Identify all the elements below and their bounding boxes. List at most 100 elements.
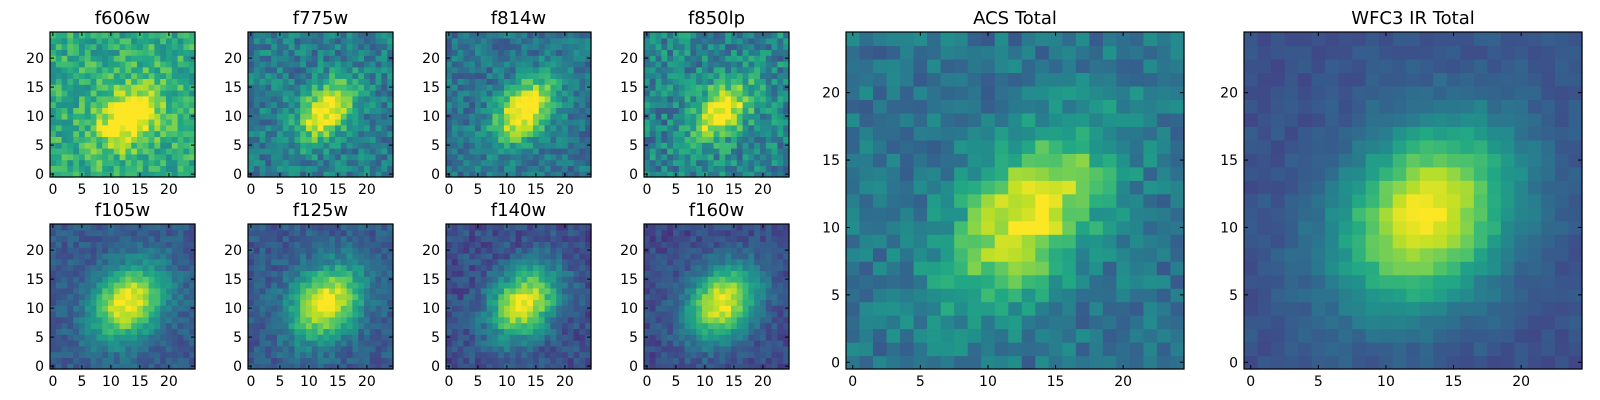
heatmap-cell: [166, 55, 173, 62]
heatmap-cell: [725, 159, 732, 166]
heatmap-cell: [457, 32, 464, 39]
heatmap-cell: [475, 130, 482, 137]
heatmap-cell: [521, 351, 528, 358]
heatmap-cell: [119, 264, 126, 271]
heatmap-cell: [556, 136, 563, 143]
heatmap-cell: [765, 32, 773, 39]
heatmap-cell: [754, 159, 761, 166]
heatmap-cell: [538, 247, 546, 254]
heatmap-cell: [67, 124, 74, 132]
heatmap-cell: [73, 287, 80, 295]
heatmap-cell: [271, 311, 278, 318]
heatmap-cell: [346, 247, 353, 254]
heatmap-cell: [148, 293, 155, 300]
heatmap-cell: [160, 72, 167, 79]
heatmap-cell: [667, 345, 674, 353]
heatmap-cell: [573, 316, 580, 324]
heatmap-cell: [177, 316, 184, 324]
heatmap-cell: [661, 136, 668, 143]
heatmap-cell: [667, 124, 674, 132]
heatmap-cell: [783, 119, 790, 126]
heatmap-cell: [463, 90, 470, 97]
heatmap-cell: [102, 316, 109, 324]
heatmap-cell: [387, 224, 394, 231]
heatmap-cell: [765, 95, 773, 103]
heatmap-cell: [446, 293, 453, 300]
heatmap-cell: [509, 72, 517, 79]
heatmap-cell: [457, 72, 464, 79]
heatmap-cell: [544, 282, 551, 289]
heatmap-cell: [736, 357, 744, 364]
panel-title: f105w: [95, 200, 150, 221]
heatmap-cell: [771, 282, 778, 289]
heatmap-cell: [573, 66, 580, 74]
heatmap-cell: [90, 171, 97, 178]
heatmap-cell: [544, 84, 551, 91]
heatmap-cell: [515, 253, 522, 260]
heatmap-cell: [125, 229, 132, 237]
heatmap-cell: [725, 334, 732, 341]
heatmap-cell: [166, 124, 173, 132]
heatmap-cell: [171, 171, 179, 178]
heatmap-cell: [248, 90, 255, 97]
heatmap-cell: [288, 171, 295, 178]
heatmap-cell: [451, 345, 459, 353]
heatmap-cell: [765, 153, 773, 161]
heatmap-cell: [509, 345, 517, 353]
heatmap-cell: [544, 311, 551, 318]
heatmap-cell: [137, 130, 144, 137]
heatmap-cell: [125, 293, 132, 300]
heatmap-cell: [177, 241, 184, 248]
heatmap-cell: [67, 229, 74, 237]
heatmap-cell: [690, 345, 697, 353]
heatmap-cell: [300, 247, 307, 254]
heatmap-cell: [457, 171, 464, 178]
heatmap-cell: [311, 72, 319, 79]
heatmap-cell: [475, 340, 482, 347]
heatmap-cell: [84, 107, 92, 114]
heatmap-cell: [346, 142, 353, 149]
heatmap-cell: [177, 142, 184, 149]
heatmap-cell: [463, 101, 470, 108]
heatmap-cell: [154, 229, 161, 237]
heatmap-cell: [352, 72, 359, 79]
heatmap-cell: [131, 229, 138, 237]
heatmap-cell: [556, 72, 563, 79]
heatmap-cell: [509, 101, 517, 108]
heatmap-cell: [678, 55, 686, 62]
heatmap-cell: [463, 43, 470, 50]
heatmap-cell: [259, 66, 266, 74]
heatmap-cell: [719, 119, 726, 126]
heatmap-cell: [271, 287, 278, 295]
heatmap-cell: [579, 136, 586, 143]
heatmap-cell: [125, 270, 132, 277]
heatmap-cell: [678, 49, 686, 56]
heatmap-cell: [84, 334, 92, 341]
heatmap-cell: [131, 124, 138, 132]
heatmap-cell: [480, 253, 488, 260]
heatmap-cell: [480, 142, 488, 149]
heatmap-cell: [369, 258, 377, 266]
heatmap-cell: [358, 49, 365, 56]
heatmap-cell: [480, 159, 488, 166]
heatmap-cell: [160, 276, 167, 283]
heatmap-cell: [550, 282, 557, 289]
heatmap-cell: [154, 328, 161, 335]
heatmap-cell: [259, 287, 266, 295]
heatmap-cell: [690, 334, 697, 341]
heatmap-cell: [148, 61, 155, 68]
heatmap-cell: [573, 165, 580, 172]
heatmap-cell: [160, 95, 167, 103]
heatmap-cell: [702, 55, 709, 62]
heatmap-cell: [171, 241, 179, 248]
heatmap-cell: [754, 351, 761, 358]
heatmap-cell: [96, 148, 103, 155]
heatmap-cell: [719, 328, 726, 335]
heatmap-cell: [253, 95, 261, 103]
heatmap-cell: [306, 258, 313, 266]
heatmap-cell: [515, 322, 522, 329]
heatmap-cell: [67, 305, 74, 312]
heatmap-cell: [515, 32, 522, 39]
heatmap-cell: [55, 357, 63, 364]
heatmap-cell: [678, 316, 686, 324]
